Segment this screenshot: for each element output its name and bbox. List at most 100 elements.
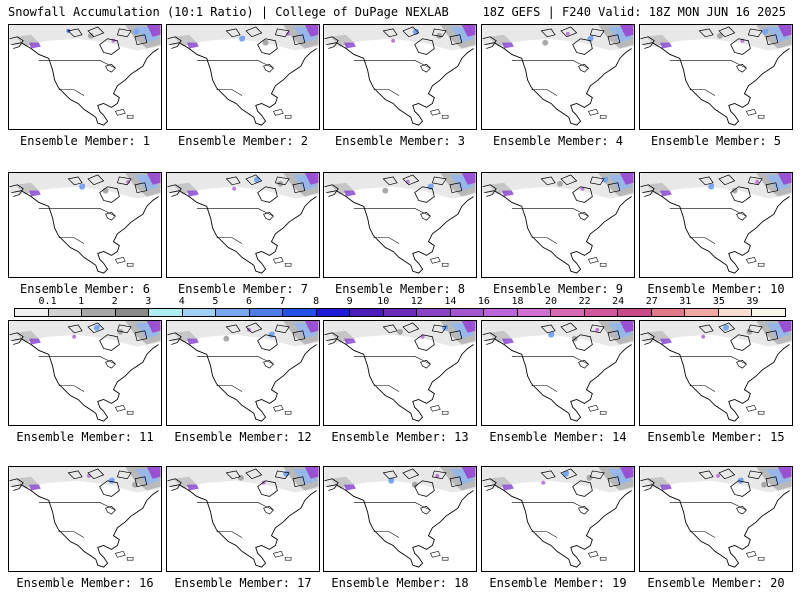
ensemble-member-map: [323, 24, 477, 130]
snowfall-shading: [304, 467, 319, 479]
ensemble-member-map: [8, 320, 162, 426]
snowfall-spot: [72, 334, 77, 339]
colorbar-label: 39: [746, 296, 759, 307]
north-america-map: [324, 321, 476, 422]
colorbar-label: 22: [578, 296, 591, 307]
snowfall-spot: [262, 39, 269, 46]
colorbar-label: 7: [279, 296, 286, 307]
ensemble-member-label: Ensemble Member: 20: [647, 576, 785, 590]
snowfall-spot: [232, 186, 237, 191]
snowfall-shading: [187, 42, 199, 49]
snowfall-shading: [777, 321, 792, 333]
snowfall-shading: [619, 173, 634, 185]
snowfall-shading: [29, 338, 41, 345]
colorbar-cell: [752, 309, 785, 316]
snowfall-spot: [126, 179, 131, 184]
snowfall-shading: [619, 467, 634, 479]
snowfall-shading: [187, 484, 199, 491]
north-america-map: [324, 173, 476, 274]
ensemble-member-map: [8, 24, 162, 130]
snowfall-shading: [9, 467, 161, 493]
colorbar-cell: [517, 309, 552, 316]
snowfall-spot: [541, 480, 546, 485]
colorbar-label: 27: [645, 296, 658, 307]
snowfall-shading: [640, 467, 792, 493]
ensemble-member-label: Ensemble Member: 9: [492, 282, 624, 296]
snowfall-spot: [93, 324, 100, 331]
ensemble-member-label: Ensemble Member: 4: [492, 134, 624, 148]
colorbar-cell: [82, 309, 116, 316]
colorbar-cell: [350, 309, 384, 316]
colorbar-label: 31: [679, 296, 692, 307]
snowfall-spot: [722, 324, 729, 331]
snowfall-shading: [324, 173, 476, 199]
snowfall-shading: [29, 42, 41, 49]
snowfall-shading: [502, 338, 514, 345]
colorbar-label: 16: [477, 296, 490, 307]
snowfall-shading: [502, 190, 514, 197]
model-run-info: 18Z GEFS | F240 Valid: 18Z MON JUN 16 20…: [482, 5, 786, 19]
snowfall-shading: [482, 321, 634, 347]
colorbar-cell: [584, 309, 619, 316]
snowfall-shading: [304, 173, 319, 185]
north-america-map: [9, 25, 161, 126]
snowfall-shading: [461, 467, 476, 479]
north-america-map: [167, 25, 319, 126]
north-america-map: [482, 467, 634, 568]
snowfall-shading: [660, 42, 672, 49]
ensemble-member-map: [323, 172, 477, 278]
ensemble-member-label: Ensemble Member: 12: [174, 430, 312, 444]
snowfall-spot: [701, 334, 706, 339]
north-america-map: [167, 321, 319, 422]
colorbar-cell: [417, 309, 451, 316]
colorbar-label: 0.1: [38, 296, 57, 307]
snowfall-spot: [391, 38, 396, 43]
snowfall-spot: [746, 328, 753, 335]
snowfall-spot: [716, 32, 723, 39]
snowfall-spot: [435, 473, 440, 478]
snowfall-shading: [304, 25, 319, 37]
snowfall-shading: [482, 467, 634, 493]
snowfall-spot: [268, 331, 275, 338]
ensemble-member-map: [481, 320, 635, 426]
colorbar-cell: [115, 309, 150, 316]
snowfall-spot: [557, 180, 563, 187]
snowfall-spot: [133, 28, 139, 35]
snowfall-shading: [9, 321, 161, 347]
snowfall-shading: [146, 25, 161, 37]
snowfall-shading: [146, 173, 161, 185]
snowfall-shading: [146, 467, 161, 479]
snowfall-shading: [146, 321, 161, 333]
colorbar-label: 10: [377, 296, 390, 307]
colorbar-label: 5: [212, 296, 219, 307]
snowfall-shading: [502, 42, 514, 49]
colorbar-cell: [383, 309, 418, 316]
map-title: Snowfall Accumulation (10:1 Ratio) | Col…: [8, 5, 449, 19]
snowfall-spot: [117, 328, 124, 335]
colorbar-cell: [15, 309, 49, 316]
snowfall-spot: [548, 331, 555, 338]
snowfall-shading: [619, 25, 634, 37]
north-america-map: [324, 467, 476, 568]
colorbar-label: 4: [178, 296, 185, 307]
colorbar-label: 12: [410, 296, 423, 307]
snowfall-shading: [777, 467, 792, 479]
north-america-map: [482, 25, 634, 126]
colorbar-cell: [149, 309, 183, 316]
ensemble-member-label: Ensemble Member: 2: [177, 134, 309, 148]
snowfall-spot: [86, 473, 91, 478]
snowfall-shading: [482, 25, 634, 51]
north-america-map: [640, 173, 792, 274]
ensemble-member-label: Ensemble Member: 7: [177, 282, 309, 296]
snowfall-spot: [565, 31, 570, 36]
snowfall-spot: [586, 474, 593, 481]
colorbar-label: 14: [444, 296, 457, 307]
ensemble-member-map: [639, 320, 793, 426]
snowfall-colorbar: [14, 308, 786, 317]
colorbar-cell: [316, 309, 351, 316]
snowfall-spot: [731, 187, 738, 194]
snowfall-spot: [562, 470, 569, 477]
ensemble-member-label: Ensemble Member: 13: [331, 430, 469, 444]
snowfall-shading: [187, 338, 199, 345]
ensemble-member-label: Ensemble Member: 10: [647, 282, 785, 296]
